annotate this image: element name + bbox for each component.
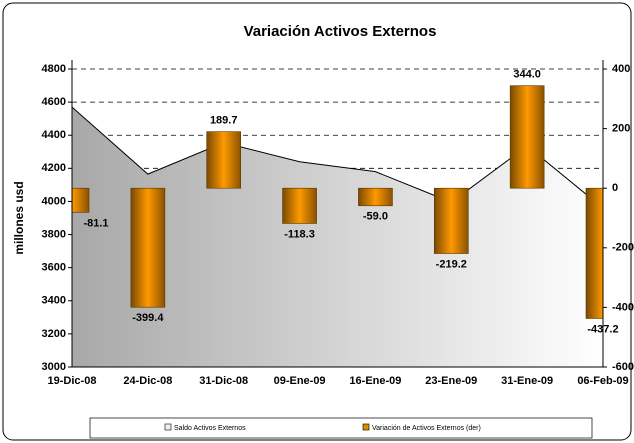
bar xyxy=(282,187,317,224)
y-tick-label: 4200 xyxy=(42,162,66,174)
bar xyxy=(130,187,166,308)
y-tick-label: 3200 xyxy=(42,328,66,340)
legend-swatch xyxy=(362,423,370,431)
x-tick-label: 09-Ene-09 xyxy=(274,375,326,387)
y2-tick-label: 200 xyxy=(612,123,630,135)
y-axis-label: millones usd xyxy=(12,181,26,254)
bar xyxy=(206,131,242,189)
data-label: 189.7 xyxy=(210,115,238,127)
y-tick-label: 3400 xyxy=(42,295,66,307)
x-tick-label: 24-Dic-08 xyxy=(123,375,172,387)
data-label: -399.4 xyxy=(132,312,164,324)
y-tick-label: 3000 xyxy=(42,361,66,373)
legend xyxy=(89,417,593,439)
legend-swatch xyxy=(164,423,172,431)
data-label: -81.1 xyxy=(83,217,108,229)
y-tick-label: 4600 xyxy=(42,96,66,108)
legend-label: Variación de Activos Externos (der) xyxy=(372,425,481,432)
y2-tick-label: -200 xyxy=(612,242,634,254)
y-tick-label: 4800 xyxy=(42,63,66,75)
y-tick-label: 4400 xyxy=(42,129,66,141)
x-tick-label: 16-Ene-09 xyxy=(349,375,401,387)
bar xyxy=(509,85,545,189)
y-tick-label: 3600 xyxy=(42,262,66,274)
y-tick-label: 3800 xyxy=(42,228,66,240)
y2-tick-label: -600 xyxy=(612,361,634,373)
data-label: -59.0 xyxy=(363,211,388,223)
bar xyxy=(585,187,603,319)
x-tick-label: 31-Dic-08 xyxy=(199,375,248,387)
y-tick-label: 4000 xyxy=(42,195,66,207)
y2-tick-label: 0 xyxy=(612,182,618,194)
legend-label: Saldo Activos Externos xyxy=(174,425,246,432)
x-tick-label: 19-Dic-08 xyxy=(48,375,97,387)
x-tick-label: 31-Ene-09 xyxy=(501,375,553,387)
y2-tick-label: -400 xyxy=(612,301,634,313)
bar xyxy=(433,187,469,254)
data-label: -118.3 xyxy=(284,228,315,240)
bar xyxy=(358,187,393,207)
chart-title: Variación Activos Externos xyxy=(244,23,437,40)
data-label: 344.0 xyxy=(513,69,541,81)
data-label: -219.2 xyxy=(436,258,467,270)
area xyxy=(72,107,603,368)
bar xyxy=(72,187,90,213)
x-tick-label: 06-Feb-09 xyxy=(577,375,628,387)
x-tick-label: 23-Ene-09 xyxy=(425,375,477,387)
y2-tick-label: 400 xyxy=(612,63,630,75)
